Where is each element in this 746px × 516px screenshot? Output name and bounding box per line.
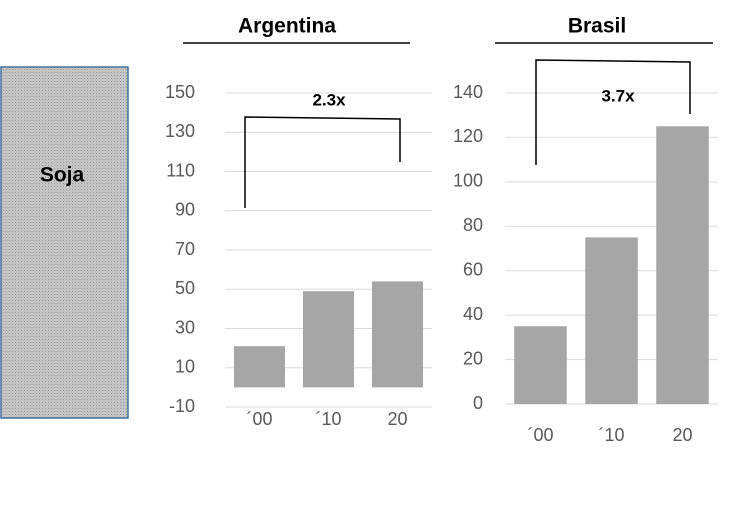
x-tick-label: ´10 [598,425,624,445]
row-label-box [0,66,129,419]
chart-title: Argentina [238,15,336,38]
y-tick-label: 80 [463,215,483,235]
row-label: Soja [40,164,85,187]
chart-title: Brasil [568,15,626,38]
y-tick-label: 10 [175,357,195,377]
bar [302,291,355,388]
y-tick-label: 60 [463,259,483,279]
y-tick-label: 70 [175,239,195,259]
x-tick-label: ´00 [527,425,553,445]
y-tick-label: -10 [169,396,195,416]
y-tick-label: 40 [463,304,483,324]
y-tick-label: 130 [165,121,195,141]
y-tick-label: 20 [463,348,483,368]
y-tick-label: 150 [165,82,195,102]
y-tick-label: 120 [453,126,483,146]
bar [656,126,709,405]
bar [514,326,567,404]
y-tick-label: 0 [473,393,483,413]
bar [585,237,638,404]
y-tick-label: 50 [175,278,195,298]
bar [371,281,424,388]
x-tick-label: 20 [672,425,692,445]
y-tick-label: 140 [453,82,483,102]
y-tick-label: 100 [453,171,483,191]
annotation-bracket [244,116,401,208]
annotation: 2.3x [312,90,346,109]
x-tick-label: ´00 [246,409,272,429]
annotation-bracket [535,59,691,165]
y-tick-label: 30 [175,317,195,337]
y-tick-label: 110 [166,160,195,180]
bar [233,346,286,388]
y-tick-label: 90 [175,200,195,220]
x-tick-label: ´10 [315,409,341,429]
annotation: 3.7x [601,86,635,105]
x-tick-label: 20 [387,409,407,429]
